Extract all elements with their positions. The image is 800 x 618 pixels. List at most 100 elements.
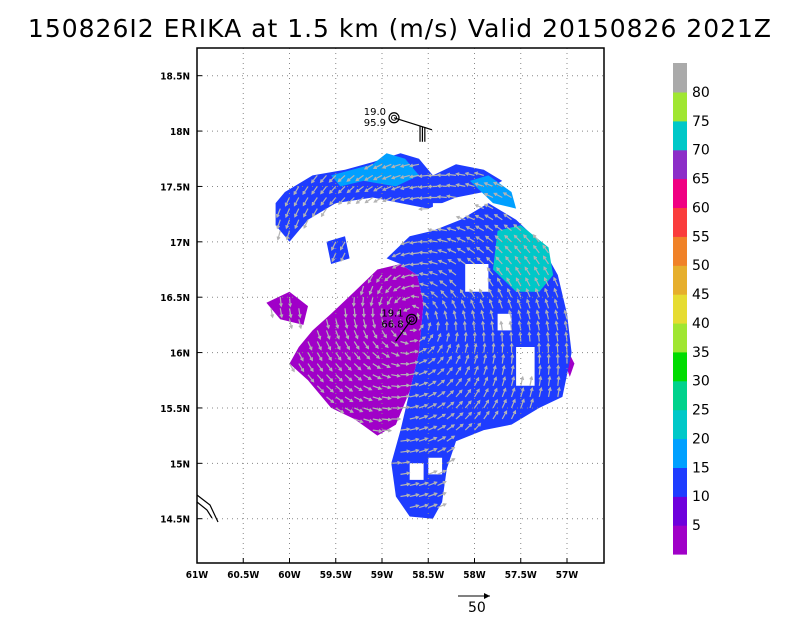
wind-arrow-head [503, 224, 508, 229]
wind-arrow [464, 344, 468, 353]
wind-arrow-head [415, 482, 420, 486]
wind-arrow-head [433, 403, 438, 407]
wind-arrow-head [394, 299, 399, 304]
x-tick-label: 59W [371, 570, 394, 581]
wind-arrow-head [387, 406, 392, 411]
colorbar-swatch [673, 409, 687, 440]
wind-arrow-head [488, 298, 493, 304]
wind-arrow [436, 322, 439, 331]
wind-arrow [381, 407, 391, 410]
wind-arrow-head [408, 185, 414, 190]
wind-arrow-head [392, 287, 398, 292]
wind-arrow-head [300, 368, 305, 373]
wind-arrow [449, 279, 457, 287]
wind-arrow-head [418, 261, 423, 266]
wind-arrow [400, 406, 410, 409]
wind-arrow-head [454, 331, 459, 337]
wind-arrow-head [452, 309, 457, 315]
wind-arrow [480, 299, 485, 309]
wind-arrow-head [473, 342, 478, 347]
wind-arrow-head [505, 256, 509, 261]
wind-arrow [464, 412, 472, 420]
wind-arrow-head [364, 177, 369, 181]
wind-arrow [384, 274, 392, 282]
center-label: 19.1 [381, 308, 403, 319]
wind-arrow-head [450, 412, 455, 417]
wind-arrow [354, 418, 363, 423]
wind-arrow-head [415, 415, 420, 420]
wind-arrow [446, 424, 455, 431]
wind-arrow-head [547, 375, 552, 380]
wind-arrow-head [489, 309, 494, 314]
wind-arrow [419, 208, 429, 210]
wind-arrow [457, 258, 466, 265]
wind-arrow-head [459, 288, 464, 294]
wind-arrow-head [338, 201, 342, 206]
wind-arrow-head [424, 437, 429, 442]
wind-arrow [355, 174, 364, 182]
wind-arrow [394, 296, 401, 304]
wind-arrow-head [439, 356, 444, 361]
wind-arrow [356, 197, 364, 204]
colorbar-label: 80 [692, 85, 710, 101]
wind-arrow-head [464, 171, 469, 176]
wind-arrow [430, 281, 438, 287]
wind-arrow [353, 330, 359, 339]
wind-arrow [344, 352, 351, 360]
wind-arrow-head [432, 380, 437, 385]
wind-arrow-head [515, 266, 519, 271]
wind-arrow [391, 352, 400, 357]
wind-arrow [372, 330, 378, 339]
wind-arrow-head [530, 398, 534, 403]
wind-arrow-head [458, 377, 463, 382]
wind-arrow [510, 388, 515, 398]
wind-arrow [464, 389, 471, 398]
wind-arrow-head [465, 226, 470, 230]
wind-arrow [325, 319, 330, 329]
wind-arrow [331, 241, 337, 251]
wind-arrow-head [456, 354, 461, 359]
wind-arrow [564, 310, 568, 320]
wind-arrow [418, 437, 428, 442]
wind-arrow-head [328, 367, 333, 372]
wind-arrow [381, 341, 389, 348]
x-tick-label: 58.5W [412, 570, 444, 581]
wind-arrow [344, 396, 353, 403]
wind-arrow-head [468, 423, 473, 427]
wind-arrow [421, 292, 429, 298]
wind-arrow-head [396, 311, 401, 316]
wind-arrow [464, 366, 470, 375]
wind-arrow-head [423, 348, 428, 352]
wind-arrow-head [493, 213, 498, 218]
wind-arrow [543, 266, 550, 276]
region-light-blue-northeast [469, 175, 517, 209]
wind-arrow [294, 208, 300, 217]
wind-arrow [529, 388, 533, 398]
wind-arrow-head [441, 402, 446, 407]
wind-arrow-head [300, 357, 304, 362]
colorbar-swatch [673, 467, 687, 497]
wind-arrow [446, 367, 453, 376]
wind-arrow [356, 185, 364, 193]
wind-arrow-head [499, 331, 504, 336]
wind-arrow [302, 186, 309, 195]
wind-arrow [363, 363, 371, 370]
wind-arrow [461, 300, 466, 309]
wind-arrow-head [415, 382, 420, 387]
wind-arrow-head [466, 257, 471, 262]
y-tick-label: 16N [170, 349, 190, 360]
wind-arrow-head [390, 323, 395, 328]
wind-arrow [335, 341, 341, 350]
wind-arrow-head [445, 194, 451, 199]
wind-arrow-head [501, 353, 506, 358]
wind-arrow-head [492, 364, 497, 370]
wind-arrow-head [418, 185, 423, 190]
wind-arrow-head [418, 207, 423, 211]
wind-arrow [538, 376, 542, 386]
wind-arrow-head [326, 335, 331, 340]
wind-arrow-head [320, 201, 325, 206]
wind-arrow-head [451, 446, 456, 451]
wind-arrow-head [429, 281, 434, 285]
wind-arrow-head [451, 299, 456, 304]
wind-arrow-head [543, 266, 548, 271]
